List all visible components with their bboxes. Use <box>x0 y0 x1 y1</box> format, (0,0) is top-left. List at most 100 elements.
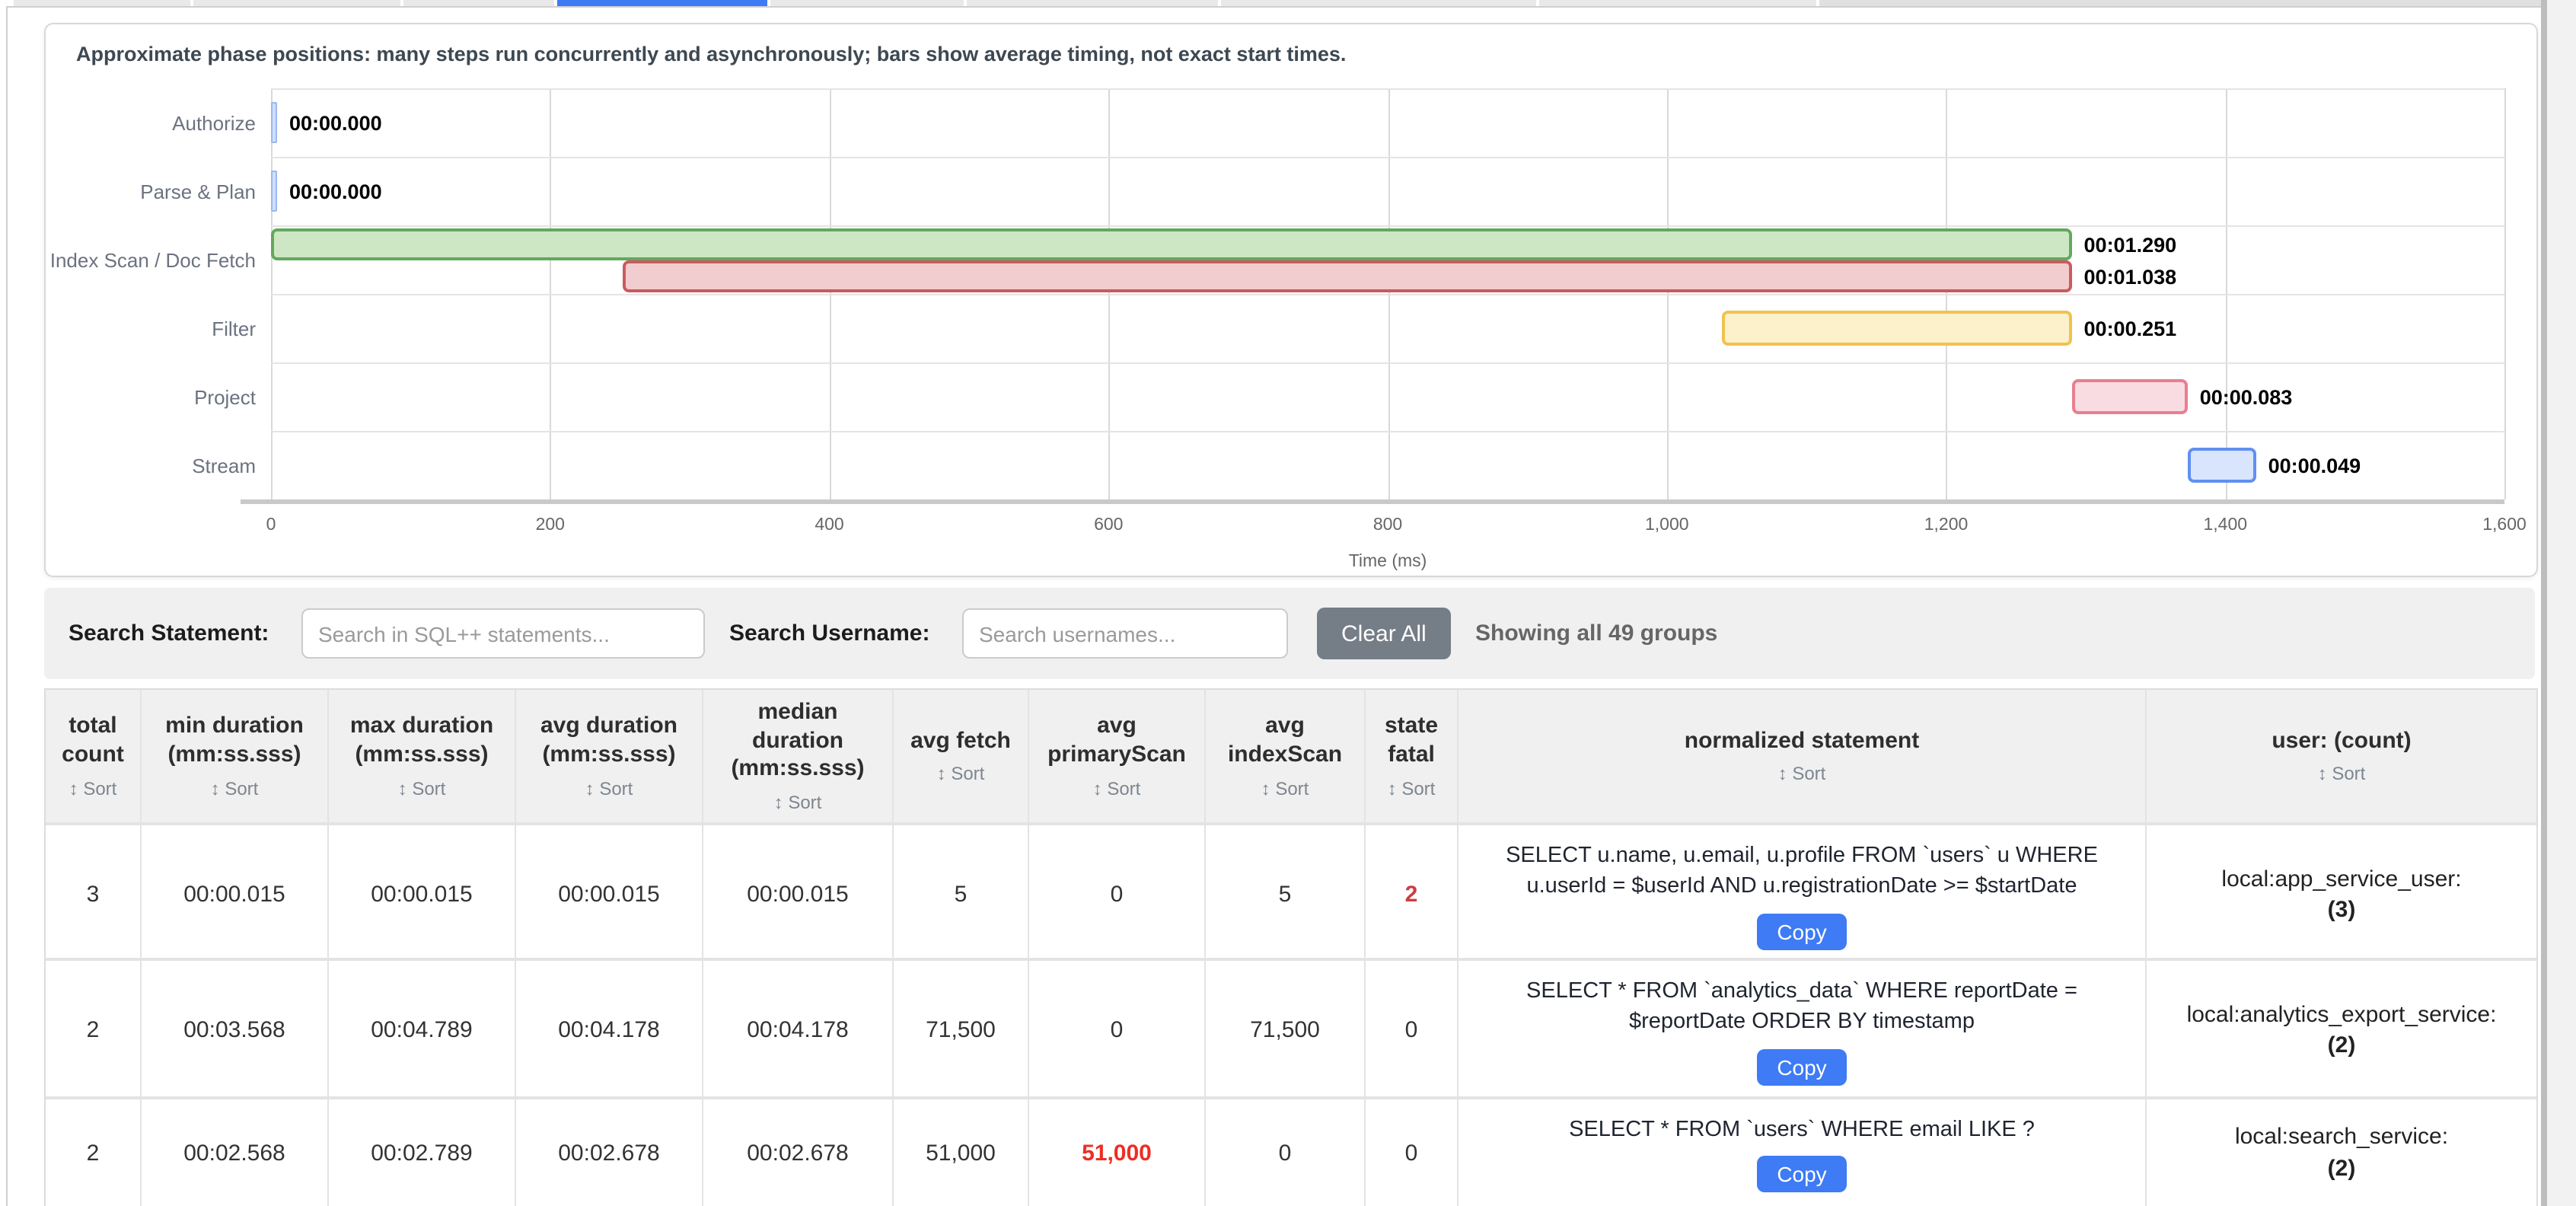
normalized-statement: SELECT u.name, u.email, u.profile FROM `… <box>1506 844 2098 899</box>
phase-bar <box>1721 311 2072 346</box>
table-cell: 00:02.678 <box>703 1099 894 1206</box>
sort-control[interactable]: ↕ Sort <box>2317 763 2366 785</box>
x-tick-label: 1,600 <box>2482 516 2527 534</box>
column-header-label: total count <box>62 713 124 768</box>
column-header: avg primaryScan ↕ Sort <box>1029 690 1206 822</box>
table-cell: 0 <box>1029 961 1206 1101</box>
scrollbar-track[interactable] <box>2547 0 2576 1206</box>
column-header-label: min duration (mm:ss.sss) <box>165 713 304 768</box>
normalized-statement: SELECT * FROM `users` WHERE email LIKE ? <box>1569 1118 2035 1142</box>
column-header: total count ↕ Sort <box>46 690 142 822</box>
tab-edge[interactable] <box>967 0 1218 6</box>
table-cell: 00:04.789 <box>329 961 516 1101</box>
table-cell: 5 <box>894 825 1029 965</box>
phase-chart-card: Approximate phase positions: many steps … <box>44 23 2538 577</box>
table-cell: 00:03.568 <box>142 961 329 1101</box>
phase-label: Project <box>194 385 256 408</box>
table-cell: 00:02.568 <box>142 1099 329 1206</box>
active-tab-edge[interactable] <box>557 0 767 6</box>
phase-duration-label: 00:00.251 <box>2083 317 2177 340</box>
x-axis-line <box>241 499 2504 504</box>
clear-all-button[interactable]: Clear All <box>1317 608 1451 659</box>
sort-control[interactable]: ↕ Sort <box>397 777 446 799</box>
sort-control[interactable]: ↕ Sort <box>1092 777 1141 799</box>
search-username-label: Search Username: <box>729 621 930 646</box>
phase-duration-label: 00:00.083 <box>2199 385 2293 408</box>
x-tick-label: 1,200 <box>1924 516 1969 534</box>
user-count: (2) <box>2327 1155 2356 1182</box>
table-cell: 5 <box>1206 825 1366 965</box>
table-cell: 00:02.789 <box>329 1099 516 1206</box>
phase-duration-label: 00:00.000 <box>289 111 382 134</box>
phase-gantt-plot: Time (ms) 0 200 400 600 800 1,000 1,200 1,400 1,… <box>50 88 2527 571</box>
user-name: local:analytics_export_service: <box>2186 1001 2497 1028</box>
column-header: avg duration (mm:ss.sss) ↕ Sort <box>516 690 703 822</box>
column-header-label: median duration (mm:ss.sss) <box>731 698 865 782</box>
table-cell: 2 <box>46 1099 142 1206</box>
statements-table: total count ↕ Sort min duration (mm:ss.sss… <box>44 688 2538 1206</box>
column-header: median duration (mm:ss.sss) ↕ Sort <box>703 690 894 822</box>
sort-control[interactable]: ↕ Sort <box>69 777 117 799</box>
tab-edge[interactable] <box>1819 0 2576 6</box>
sort-control[interactable]: ↕ Sort <box>210 777 259 799</box>
search-username-input[interactable] <box>962 608 1288 659</box>
tab-edge[interactable] <box>14 0 190 6</box>
phase-bar <box>623 260 2072 292</box>
sort-control[interactable]: ↕ Sort <box>936 763 985 785</box>
column-header: avg indexScan ↕ Sort <box>1206 690 1366 822</box>
sort-control[interactable]: ↕ Sort <box>773 792 822 814</box>
chart-row: Filter 00:00.251 <box>212 294 2504 362</box>
phase-label: Index Scan / Doc Fetch <box>49 248 256 271</box>
phase-duration-label: 00:00.049 <box>2268 454 2361 477</box>
copy-button[interactable]: Copy <box>1757 1156 1847 1193</box>
gridline <box>271 225 2504 227</box>
table-cell: 2 <box>1366 825 1459 965</box>
phase-duration-label: 00:01.290 <box>2083 233 2177 256</box>
gridline <box>271 362 2504 364</box>
x-tick-label: 400 <box>815 516 844 534</box>
search-statement-label: Search Statement: <box>69 621 269 646</box>
gridline <box>271 431 2504 432</box>
sort-control[interactable]: ↕ Sort <box>1261 777 1309 799</box>
table-cell: 00:02.678 <box>516 1099 703 1206</box>
tab-edge[interactable] <box>403 0 554 6</box>
user-cell: local:app_service_user: (3) <box>2147 825 2536 965</box>
phase-bar <box>2071 379 2188 414</box>
tab-edge[interactable] <box>193 0 400 6</box>
copy-button[interactable]: Copy <box>1757 913 1847 950</box>
statement-cell: SELECT * FROM `users` WHERE email LIKE ?… <box>1459 1099 2147 1206</box>
tab-edge[interactable] <box>770 0 964 6</box>
table-cell: 00:00.015 <box>516 825 703 965</box>
phase-bar-zero <box>271 171 277 212</box>
chart-row: Parse & Plan 00:00.000 <box>140 157 2504 225</box>
column-header: min duration (mm:ss.sss) ↕ Sort <box>142 690 329 822</box>
sort-control[interactable]: ↕ Sort <box>1777 763 1826 785</box>
column-header: avg fetch ↕ Sort <box>894 690 1029 822</box>
phase-bar <box>271 228 2072 260</box>
tab-edge[interactable] <box>1221 0 1536 6</box>
x-axis-title: Time (ms) <box>1348 553 1427 571</box>
phase-label: Parse & Plan <box>140 180 256 203</box>
statement-cell: SELECT * FROM `analytics_data` WHERE rep… <box>1459 961 2147 1101</box>
table-row: 3 00:00.015 00:00.015 00:00.015 00:00.015 5 0 5… <box>46 825 2536 965</box>
chart-row: Authorize 00:00.000 <box>172 88 2504 157</box>
column-header: normalized statement ↕ Sort <box>1459 690 2147 822</box>
sort-control[interactable]: ↕ Sort <box>585 777 633 799</box>
user-name: local:app_service_user: <box>2221 866 2462 892</box>
sort-control[interactable]: ↕ Sort <box>1387 777 1436 799</box>
column-header: state fatal ↕ Sort <box>1366 690 1459 822</box>
column-header-label: avg duration (mm:ss.sss) <box>540 713 677 768</box>
search-statement-input[interactable] <box>301 608 705 659</box>
table-cell: 00:00.015 <box>703 825 894 965</box>
x-tick-label: 0 <box>266 516 276 534</box>
column-header-label: avg indexScan <box>1227 713 1343 768</box>
tab-edge[interactable] <box>1539 0 1816 6</box>
phase-label: Stream <box>192 454 256 477</box>
scrollbar-thumb[interactable] <box>2541 0 2547 1206</box>
copy-button[interactable]: Copy <box>1757 1048 1847 1086</box>
column-header-label: max duration (mm:ss.sss) <box>349 713 494 768</box>
phase-label: Filter <box>212 317 256 340</box>
column-header-label: avg fetch <box>910 727 1011 754</box>
chart-row: Index Scan / Doc Fetch 00:01.290 00:01.038 <box>50 225 2504 294</box>
